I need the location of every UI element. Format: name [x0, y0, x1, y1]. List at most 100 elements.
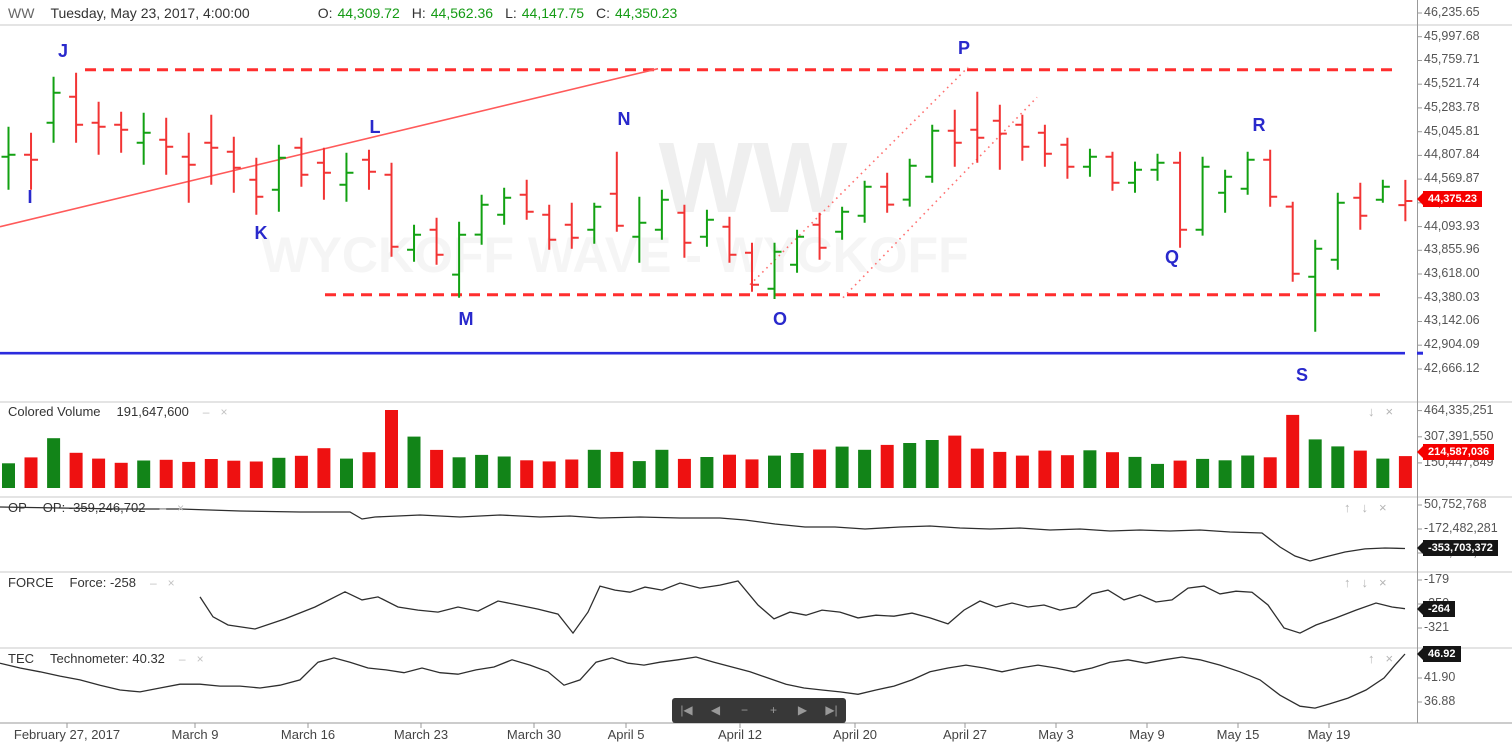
ohlc-bar[interactable] [947, 109, 962, 167]
ohlc-bar[interactable] [699, 209, 714, 247]
volume-bar[interactable] [362, 452, 376, 488]
ohlc-bar[interactable] [744, 242, 759, 292]
volume-bar[interactable] [723, 454, 736, 488]
volume-bar[interactable] [69, 452, 83, 488]
volume-bar[interactable] [114, 462, 128, 488]
move-up-icon[interactable]: ↑ [1344, 575, 1351, 590]
volume-bar[interactable] [1376, 458, 1390, 488]
volume-bar[interactable] [520, 460, 534, 488]
ohlc-bar[interactable] [1195, 156, 1210, 236]
volume-minimize-icon[interactable]: – [202, 404, 210, 419]
ohlc-bar[interactable] [249, 157, 264, 215]
ohlc-bar[interactable] [1060, 137, 1075, 179]
volume-close-icon[interactable]: × [220, 404, 228, 419]
volume-bar[interactable] [249, 461, 263, 489]
ohlc-bar[interactable] [1308, 239, 1323, 332]
ohlc-bar[interactable] [1218, 169, 1233, 213]
zoom-out-icon[interactable]: − [740, 703, 748, 717]
force-close-icon[interactable]: × [167, 575, 175, 590]
volume-bar[interactable] [272, 457, 286, 488]
volume-bar[interactable] [1308, 439, 1322, 488]
tec-line[interactable] [0, 653, 1406, 709]
close-icon[interactable]: × [1379, 500, 1387, 515]
ohlc-bar[interactable] [114, 111, 129, 153]
volume-bar[interactable] [47, 438, 61, 488]
close-icon[interactable]: × [1385, 651, 1394, 666]
volume-bar[interactable] [858, 449, 872, 488]
volume-bar[interactable] [903, 443, 917, 488]
ohlc-bar[interactable] [226, 136, 241, 193]
volume-bar[interactable] [2, 463, 15, 488]
ohlc-bar[interactable] [767, 242, 782, 299]
ohlc-bar[interactable] [654, 189, 669, 240]
volume-bar[interactable] [1218, 460, 1232, 488]
volume-bar[interactable] [970, 448, 984, 488]
channel-dotted-1[interactable] [749, 66, 969, 286]
volume-bar[interactable] [700, 457, 714, 488]
op-line[interactable] [0, 506, 1406, 562]
volume-bar[interactable] [835, 446, 849, 488]
ohlc-bar[interactable] [474, 194, 489, 245]
volume-bar[interactable] [92, 458, 106, 488]
ohlc-bar[interactable] [1240, 151, 1255, 195]
ohlc-bar[interactable] [1082, 148, 1097, 177]
move-down-icon[interactable]: ↓ [1361, 575, 1369, 590]
ohlc-bar[interactable] [1173, 151, 1188, 248]
ohlc-bar[interactable] [1037, 124, 1052, 167]
ohlc-bar[interactable] [1398, 179, 1413, 222]
zoom-in-icon[interactable]: + [769, 703, 777, 717]
ohlc-bar[interactable] [1285, 201, 1300, 282]
volume-bar[interactable] [137, 460, 151, 489]
volume-bar[interactable] [610, 451, 624, 488]
op-close-icon[interactable]: × [177, 500, 185, 515]
ohlc-bar[interactable] [452, 221, 467, 298]
close-icon[interactable]: × [1379, 575, 1387, 590]
volume-bar[interactable] [1196, 458, 1210, 488]
volume-bar[interactable] [1060, 455, 1074, 488]
ohlc-bar[interactable] [1330, 192, 1345, 270]
ohlc-bar[interactable] [1150, 153, 1165, 181]
ohlc-bar[interactable] [1263, 149, 1278, 207]
ohlc-bar[interactable] [204, 114, 219, 185]
ohlc-bar[interactable] [1353, 182, 1368, 230]
channel-dotted-2[interactable] [842, 96, 1038, 299]
volume-bar[interactable] [159, 459, 173, 488]
volume-bar[interactable] [475, 454, 489, 488]
volume-bar[interactable] [1083, 450, 1097, 488]
volume-bar[interactable] [1038, 450, 1052, 488]
op-minimize-icon[interactable]: – [159, 500, 167, 515]
volume-bar[interactable] [1398, 456, 1412, 488]
ohlc-bar[interactable] [497, 187, 512, 225]
ohlc-bar[interactable] [902, 158, 917, 207]
ohlc-bar[interactable] [407, 224, 422, 262]
volume-bar[interactable] [340, 458, 353, 488]
move-up-icon[interactable]: ↑ [1368, 651, 1375, 666]
uptrend-solid[interactable] [0, 67, 659, 228]
volume-bar[interactable] [430, 449, 444, 488]
ohlc-bar[interactable] [159, 117, 174, 175]
volume-bar[interactable] [1286, 414, 1300, 488]
volume-bar[interactable] [1331, 446, 1345, 488]
volume-bar[interactable] [452, 457, 466, 488]
ohlc-bar[interactable] [361, 149, 376, 190]
ohlc-bar[interactable] [835, 206, 850, 240]
force-minimize-icon[interactable]: – [149, 575, 157, 590]
ohlc-bar[interactable] [316, 147, 331, 200]
ohlc-bar[interactable] [857, 180, 872, 223]
volume-bar[interactable] [813, 449, 827, 489]
ohlc-bar[interactable] [384, 162, 399, 257]
ohlc-bar[interactable] [91, 101, 106, 155]
volume-bar[interactable] [497, 456, 511, 489]
volume-bar[interactable] [1353, 450, 1367, 488]
move-down-icon[interactable]: ↓ [1368, 404, 1375, 419]
ohlc-bar[interactable] [1015, 114, 1030, 161]
ohlc-bar[interactable] [69, 72, 84, 143]
tec-close-icon[interactable]: × [196, 651, 204, 666]
ohlc-bar[interactable] [1105, 151, 1120, 191]
close-icon[interactable]: × [1385, 404, 1394, 419]
volume-bar[interactable] [317, 448, 331, 488]
ohlc-bar[interactable] [136, 112, 151, 165]
volume-bar[interactable] [1263, 457, 1277, 488]
move-down-icon[interactable]: ↓ [1361, 500, 1369, 515]
volume-bar[interactable] [1128, 456, 1142, 488]
